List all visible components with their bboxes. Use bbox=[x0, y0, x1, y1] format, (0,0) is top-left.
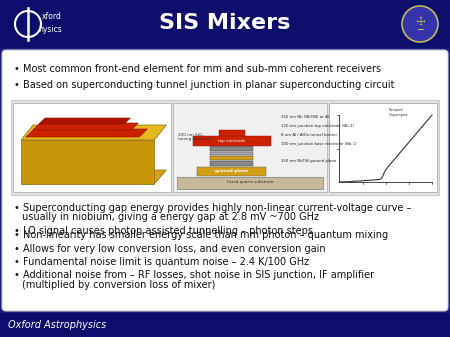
FancyBboxPatch shape bbox=[13, 103, 171, 192]
Text: Pumped
Unpumped: Pumped Unpumped bbox=[389, 108, 408, 117]
FancyBboxPatch shape bbox=[198, 167, 266, 176]
Polygon shape bbox=[33, 123, 138, 130]
FancyBboxPatch shape bbox=[0, 0, 450, 48]
Polygon shape bbox=[21, 170, 166, 184]
FancyBboxPatch shape bbox=[177, 177, 324, 189]
Text: xford: xford bbox=[42, 12, 62, 21]
Text: • LO signal causes photon assisted tunnelling – photon steps: • LO signal causes photon assisted tunne… bbox=[14, 226, 313, 237]
Polygon shape bbox=[26, 129, 147, 137]
Text: SIS Mixers: SIS Mixers bbox=[159, 13, 291, 33]
FancyBboxPatch shape bbox=[173, 103, 328, 192]
FancyBboxPatch shape bbox=[210, 152, 253, 155]
FancyBboxPatch shape bbox=[329, 103, 437, 192]
FancyBboxPatch shape bbox=[193, 136, 271, 146]
Text: • Fundamental noise limit is quantum noise – 2.4 K/100 GHz: • Fundamental noise limit is quantum noi… bbox=[14, 257, 309, 267]
Polygon shape bbox=[21, 125, 166, 140]
Text: ground plane: ground plane bbox=[216, 169, 248, 173]
Text: 120 nm junction top electrode (Nb 2): 120 nm junction top electrode (Nb 2) bbox=[281, 124, 354, 128]
FancyBboxPatch shape bbox=[11, 100, 439, 195]
Text: • Additional noise from – RF losses, shot noise in SIS junction, IF amplifier: • Additional noise from – RF losses, sho… bbox=[14, 271, 374, 280]
FancyBboxPatch shape bbox=[0, 313, 450, 337]
Text: • Most common front-end element for mm and sub-mm coherent receivers: • Most common front-end element for mm a… bbox=[14, 64, 381, 74]
Polygon shape bbox=[21, 140, 154, 184]
Text: ☩: ☩ bbox=[415, 17, 425, 27]
FancyBboxPatch shape bbox=[210, 156, 253, 160]
FancyBboxPatch shape bbox=[2, 50, 448, 311]
Text: • Non-linearity has smaller energy scale than mm photon – quantum mixing: • Non-linearity has smaller energy scale… bbox=[14, 230, 388, 240]
Circle shape bbox=[402, 6, 438, 42]
Text: ━━: ━━ bbox=[417, 29, 423, 33]
Text: 100 nm junction base electrode (Nb 1): 100 nm junction base electrode (Nb 1) bbox=[281, 142, 357, 146]
Text: usually in niobium, giving a energy gap at 2.8 mV ~700 GHz: usually in niobium, giving a energy gap … bbox=[22, 212, 319, 222]
Text: • Allows for very low conversion loss, and even conversion gain: • Allows for very low conversion loss, a… bbox=[14, 244, 326, 253]
FancyBboxPatch shape bbox=[210, 161, 253, 166]
Polygon shape bbox=[39, 118, 130, 124]
Text: fused quartz substrate: fused quartz substrate bbox=[227, 180, 274, 184]
FancyBboxPatch shape bbox=[210, 146, 253, 151]
Text: hysics: hysics bbox=[38, 25, 62, 34]
Text: 350 nm Nb (NbTiN) or Al: 350 nm Nb (NbTiN) or Al bbox=[281, 115, 329, 119]
Text: Oxford Astrophysics: Oxford Astrophysics bbox=[8, 320, 106, 330]
Text: (multiplied by conversion loss of mixer): (multiplied by conversion loss of mixer) bbox=[22, 279, 216, 289]
Text: • Based on superconducting tunnel junction in planar superconducting circuit: • Based on superconducting tunnel juncti… bbox=[14, 80, 395, 90]
Text: 8 nm Al / AlOx tunnel barrier: 8 nm Al / AlOx tunnel barrier bbox=[281, 133, 338, 137]
Text: 350 nm NbTiN ground plane: 350 nm NbTiN ground plane bbox=[281, 159, 337, 163]
Text: • Superconducting gap energy provides highly non-linear current-voltage curve –: • Superconducting gap energy provides hi… bbox=[14, 203, 411, 213]
Text: top electrode: top electrode bbox=[218, 139, 246, 143]
FancyBboxPatch shape bbox=[219, 130, 245, 146]
Text: 200 nm SiO₂
tuning dielectric: 200 nm SiO₂ tuning dielectric bbox=[178, 133, 212, 141]
